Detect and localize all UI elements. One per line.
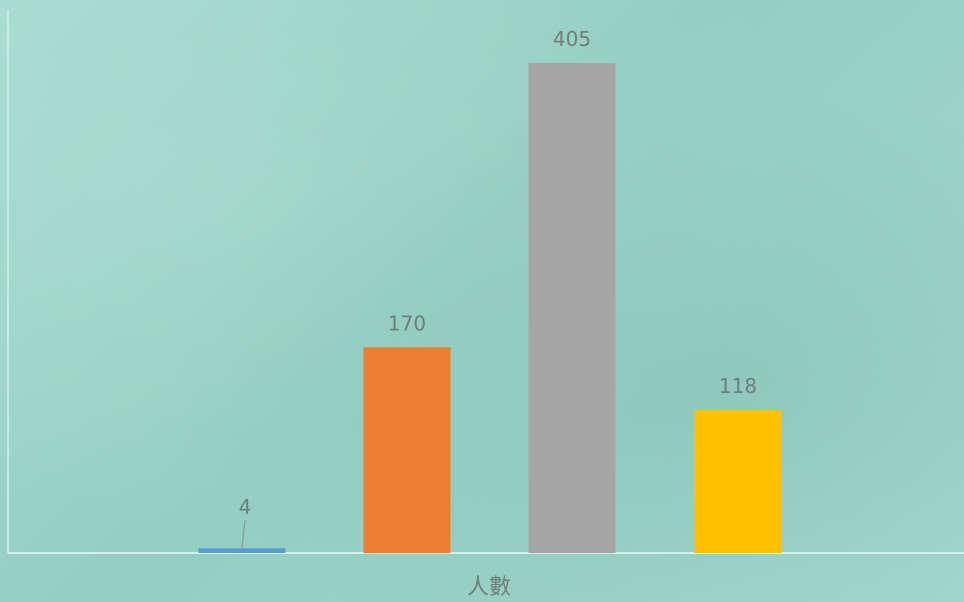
x-axis-label: 人數	[467, 575, 511, 600]
data-label-4: 118	[719, 374, 757, 398]
bar-4	[694, 410, 782, 553]
bar-2	[363, 347, 451, 553]
bar-3	[528, 63, 616, 553]
data-label-2: 170	[388, 311, 426, 335]
data-label-3: 405	[553, 27, 591, 51]
data-labels-group: 4 170 405 118	[239, 27, 757, 549]
bar-1	[198, 548, 286, 553]
data-label-1: 4	[239, 495, 252, 519]
bars-group	[198, 63, 782, 553]
leader-line-1	[241, 520, 246, 549]
